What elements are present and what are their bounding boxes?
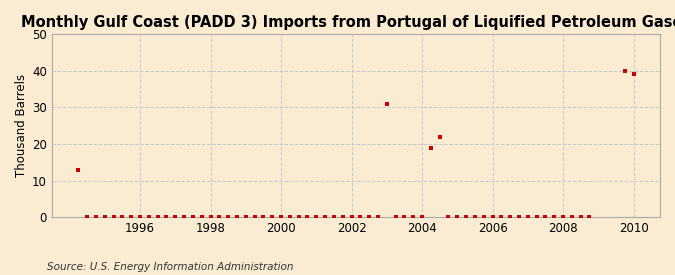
Point — [470, 215, 481, 220]
Point — [390, 215, 401, 220]
Point — [566, 215, 577, 220]
Point — [302, 215, 313, 220]
Point — [258, 215, 269, 220]
Point — [575, 215, 586, 220]
Point — [126, 215, 136, 220]
Point — [153, 215, 163, 220]
Point — [161, 215, 172, 220]
Point — [73, 167, 84, 172]
Point — [416, 215, 427, 220]
Point — [284, 215, 295, 220]
Point — [531, 215, 542, 220]
Point — [373, 215, 383, 220]
Point — [381, 101, 392, 106]
Point — [487, 215, 498, 220]
Point — [170, 215, 181, 220]
Point — [628, 72, 639, 76]
Point — [90, 215, 101, 220]
Point — [82, 215, 92, 220]
Point — [249, 215, 260, 220]
Point — [522, 215, 533, 220]
Point — [355, 215, 366, 220]
Point — [144, 215, 155, 220]
Point — [196, 215, 207, 220]
Point — [275, 215, 286, 220]
Point — [293, 215, 304, 220]
Point — [338, 215, 348, 220]
Point — [346, 215, 357, 220]
Point — [311, 215, 322, 220]
Y-axis label: Thousand Barrels: Thousand Barrels — [15, 74, 28, 177]
Point — [188, 215, 198, 220]
Text: Source: U.S. Energy Information Administration: Source: U.S. Energy Information Administ… — [47, 262, 294, 272]
Point — [514, 215, 524, 220]
Point — [364, 215, 375, 220]
Point — [134, 215, 145, 220]
Point — [425, 145, 436, 150]
Point — [214, 215, 225, 220]
Point — [496, 215, 507, 220]
Point — [267, 215, 277, 220]
Point — [434, 134, 445, 139]
Point — [584, 215, 595, 220]
Point — [223, 215, 234, 220]
Point — [479, 215, 489, 220]
Point — [205, 215, 216, 220]
Point — [443, 215, 454, 220]
Point — [549, 215, 560, 220]
Point — [408, 215, 418, 220]
Point — [240, 215, 251, 220]
Title: Monthly Gulf Coast (PADD 3) Imports from Portugal of Liquified Petroleum Gases: Monthly Gulf Coast (PADD 3) Imports from… — [21, 15, 675, 30]
Point — [540, 215, 551, 220]
Point — [320, 215, 331, 220]
Point — [108, 215, 119, 220]
Point — [117, 215, 128, 220]
Point — [179, 215, 190, 220]
Point — [232, 215, 242, 220]
Point — [558, 215, 568, 220]
Point — [452, 215, 462, 220]
Point — [461, 215, 472, 220]
Point — [620, 68, 630, 73]
Point — [99, 215, 110, 220]
Point — [329, 215, 340, 220]
Point — [399, 215, 410, 220]
Point — [505, 215, 516, 220]
